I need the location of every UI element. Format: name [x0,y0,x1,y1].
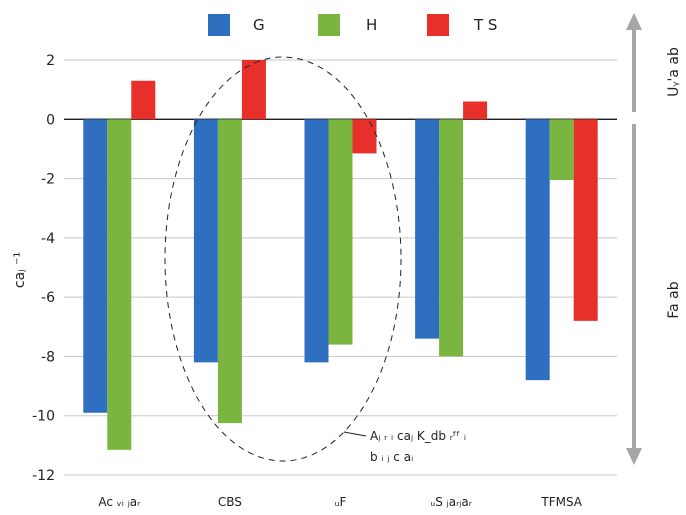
bar-g-4 [525,119,550,381]
legend-swatch-g [208,14,230,36]
y-tick-label: -8 [41,349,55,365]
annotation-line-2: b ᵢ ⱼ c aᵢ [370,450,413,464]
y-tick-label: -10 [32,409,55,425]
bars [83,60,598,450]
bar-h-2 [328,119,353,345]
y-tick-label: -6 [41,290,55,306]
legend-label-ts: T S [473,16,497,34]
y-tick-label: -12 [32,468,55,484]
bar-ts-3 [463,101,488,120]
bar-g-2 [304,119,329,363]
annotation-line-1: Aⱼ ᵣ ᵢ caⱼ K_db ᵣᶠᶠ ᵢ [370,429,466,443]
y-tick-label: 2 [46,53,55,69]
category-labels: Ac ᵥᵢ ⱼaᵣ CBS ᵤF ᵤS ⱼaᵣⱼaᵣ TFMSA [98,495,582,509]
legend-label-h: H [366,16,377,34]
category-label: ᵤF [335,495,347,509]
bar-h-0 [107,119,132,450]
bar-h-4 [549,119,574,181]
upper-side-label: Uᵧ'a ab [666,47,682,97]
y-tick-label: 0 [46,112,55,128]
bar-ts-4 [573,119,598,321]
legend-swatch-h [318,14,340,36]
lower-side-label: Fa ab [666,281,682,318]
bar-ts-0 [131,80,156,120]
y-tick-label: -2 [41,172,55,188]
bar-g-0 [83,119,108,413]
category-label: Ac ᵥᵢ ⱼaᵣ [98,495,141,509]
annotation-leader-line [343,431,367,437]
category-label: TFMSA [540,495,582,509]
y-axis-label: caⱼ ⁻¹ [12,252,28,288]
upper-arrow [626,13,642,112]
bar-ts-2 [352,119,377,154]
category-label: CBS [218,495,242,509]
y-tick-labels: 2 0 -2 -4 -6 -8 -10 -12 [32,53,55,484]
category-label: ᵤS ⱼaᵣⱼaᵣ [430,495,472,509]
y-tick-label: -4 [41,231,55,247]
bar-g-3 [415,119,440,339]
legend-label-g: G [253,16,265,34]
bar-g-1 [193,119,218,363]
bar-h-1 [217,119,242,424]
bar-h-3 [439,119,464,357]
legend: G H T S [208,14,497,36]
lower-arrow [626,124,642,465]
legend-swatch-ts [427,14,449,36]
highlight-ellipse [164,56,402,462]
bar-ts-1 [241,60,266,120]
